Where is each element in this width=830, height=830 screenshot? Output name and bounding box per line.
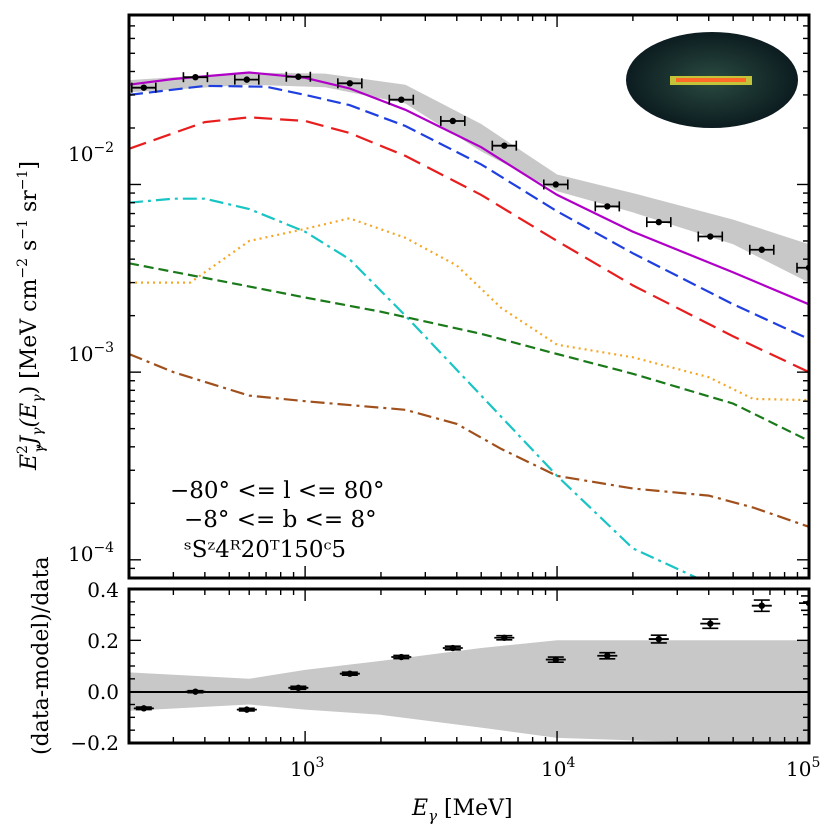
residual-point [346,670,354,677]
ytick-label-1e-4: 10−4 [68,540,114,566]
residual-point [655,635,662,643]
ytick-label-1e-3: 10−3 [68,340,114,366]
xlabel: Eγ [MeV] [411,796,513,825]
ytick-label-neg0.2: −0.2 [70,731,119,755]
residual-point [604,652,611,659]
data-point [346,80,354,87]
data-point [707,233,714,240]
xtick-label-1e4: 104 [541,755,575,781]
residual-frame [127,587,811,745]
residual-point [552,656,559,663]
data-point [655,218,662,226]
residual-point [707,620,714,627]
data-point [449,117,457,125]
ytick-label-1e-2: 10−2 [68,140,114,166]
data-point [295,73,302,80]
residual-ylabel: (data-model)/data [29,556,54,755]
residual-data-points [133,595,809,713]
annotation-longitude: −80° <= l <= 80° [170,478,385,504]
data-point [604,203,611,210]
data-point [243,76,251,83]
spectrum-model-series [129,71,809,578]
residual-point [192,688,199,695]
xtick-label-1e3: 103 [290,755,324,781]
xtick-label-1e5: 105 [786,755,820,781]
data-point [398,96,405,103]
residual-point [758,602,765,609]
series-line-component-cyan [129,197,700,578]
series-line-component-brown [129,352,809,528]
data-point [192,73,199,81]
residual-point [140,705,148,712]
series-line-component-orange [129,217,809,402]
ytick-label-0.0: 0.0 [87,680,119,704]
residual-point [243,706,251,713]
sky-map-inset [626,32,798,128]
residual-point [501,634,508,641]
residual-point [295,684,302,692]
spectrum-frame [127,13,811,580]
annotation-latitude: −8° <= b <= 8° [184,507,377,533]
data-point [758,246,765,253]
residual-point [398,653,405,661]
series-line-bremsstrahlung [129,116,809,374]
data-point [140,84,148,91]
spectrum-panel: 10−2 10−3 10−4 E2γJγ(Eγ) [MeV cm−2 s−1 s… [15,13,811,580]
series-line-total-model [129,71,809,306]
series-line-pi0-decay [129,84,809,341]
ytick-label-0.4: 0.4 [87,578,119,602]
ytick-label-0.2: 0.2 [87,629,119,653]
data-point [552,181,559,188]
spectrum-ylabel: E2γJγ(Eγ) [MeV cm−2 s−1 sr−1] [15,161,48,471]
series-line-inverse-compton [129,262,809,442]
annotation-model-id: ˢSᶻ4ᴿ20ᵀ150ᶜ5 [184,537,346,563]
residual-panel: 0.4 0.2 0.0 −0.2 103 104 105 (data-model… [29,556,820,825]
spectrum-data-points [131,71,809,273]
residual-point [449,644,457,652]
data-point [501,142,508,149]
